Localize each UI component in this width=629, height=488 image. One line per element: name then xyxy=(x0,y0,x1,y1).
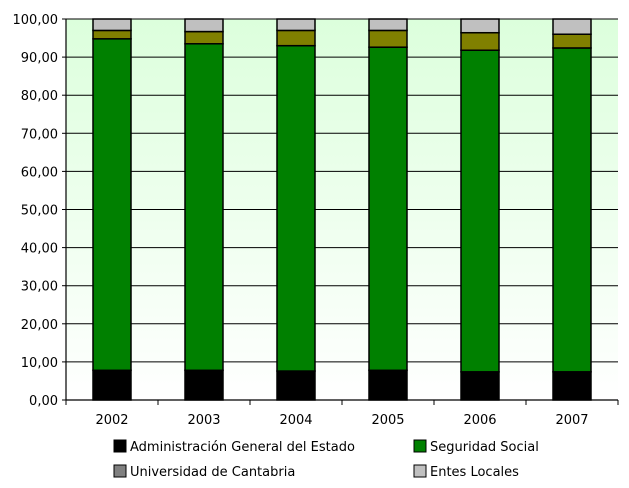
y-tick-label: 80,00 xyxy=(21,89,58,104)
y-tick-label: 60,00 xyxy=(21,165,58,180)
bar-segment xyxy=(460,371,500,401)
bar-segment xyxy=(92,29,132,40)
bar-segment xyxy=(460,31,500,51)
bar-segment xyxy=(368,18,408,32)
legend: Administración General del Estado Segurid… xyxy=(113,439,539,480)
bar-segment xyxy=(92,18,132,32)
y-tick-label: 90,00 xyxy=(21,51,58,66)
x-tick-label: 2007 xyxy=(555,413,588,428)
bar-segment xyxy=(276,370,316,401)
legend-label: Administración General del Estado xyxy=(130,440,355,455)
y-tick-label: 0,00 xyxy=(29,394,58,409)
bar-segment xyxy=(276,44,316,372)
legend-label: Entes Locales xyxy=(430,465,519,480)
y-tick-labels: 0,00 10,00 20,00 30,00 40,00 50,00 60,00 70,00 8… xyxy=(13,13,59,409)
bar-segment xyxy=(460,49,500,373)
bar-segment xyxy=(184,30,224,45)
legend-swatch xyxy=(413,464,427,478)
bar-segment xyxy=(552,33,592,49)
bar-segment xyxy=(368,369,408,401)
bar-segment xyxy=(460,18,500,34)
bar-segment xyxy=(368,29,408,48)
bar-segment xyxy=(276,29,316,47)
legend-swatch xyxy=(113,464,127,478)
y-tick-label: 20,00 xyxy=(21,318,58,333)
y-tick-label: 50,00 xyxy=(21,204,58,219)
y-tick-label: 10,00 xyxy=(21,356,58,371)
bar-segment xyxy=(552,47,592,373)
legend-swatch xyxy=(413,439,427,453)
x-tick-label: 2004 xyxy=(279,413,312,428)
bar-segment xyxy=(184,18,224,33)
bar-segment xyxy=(92,38,132,372)
bar-segment xyxy=(368,46,408,372)
x-tick-label: 2005 xyxy=(371,413,404,428)
x-tick-labels: 2002 2003 2004 2005 2006 2007 xyxy=(95,413,588,428)
bar-segment xyxy=(276,18,316,32)
y-tick-label: 30,00 xyxy=(21,280,58,295)
bar-segment xyxy=(552,371,592,401)
y-tick-label: 70,00 xyxy=(21,127,58,142)
y-tick-label: 40,00 xyxy=(21,242,58,257)
axes xyxy=(62,18,619,405)
gridlines xyxy=(66,18,618,363)
legend-label: Seguridad Social xyxy=(430,440,539,455)
bar-segment xyxy=(184,369,224,401)
y-tick-label: 100,00 xyxy=(13,13,59,28)
bars xyxy=(92,18,592,401)
legend-swatch xyxy=(113,439,127,453)
bar-segment xyxy=(92,369,132,401)
x-tick-label: 2003 xyxy=(187,413,220,428)
bar-segment xyxy=(184,43,224,372)
x-tick-label: 2006 xyxy=(463,413,496,428)
bar-segment xyxy=(552,18,592,35)
x-tick-label: 2002 xyxy=(95,413,128,428)
legend-label: Universidad de Cantabria xyxy=(130,465,295,480)
